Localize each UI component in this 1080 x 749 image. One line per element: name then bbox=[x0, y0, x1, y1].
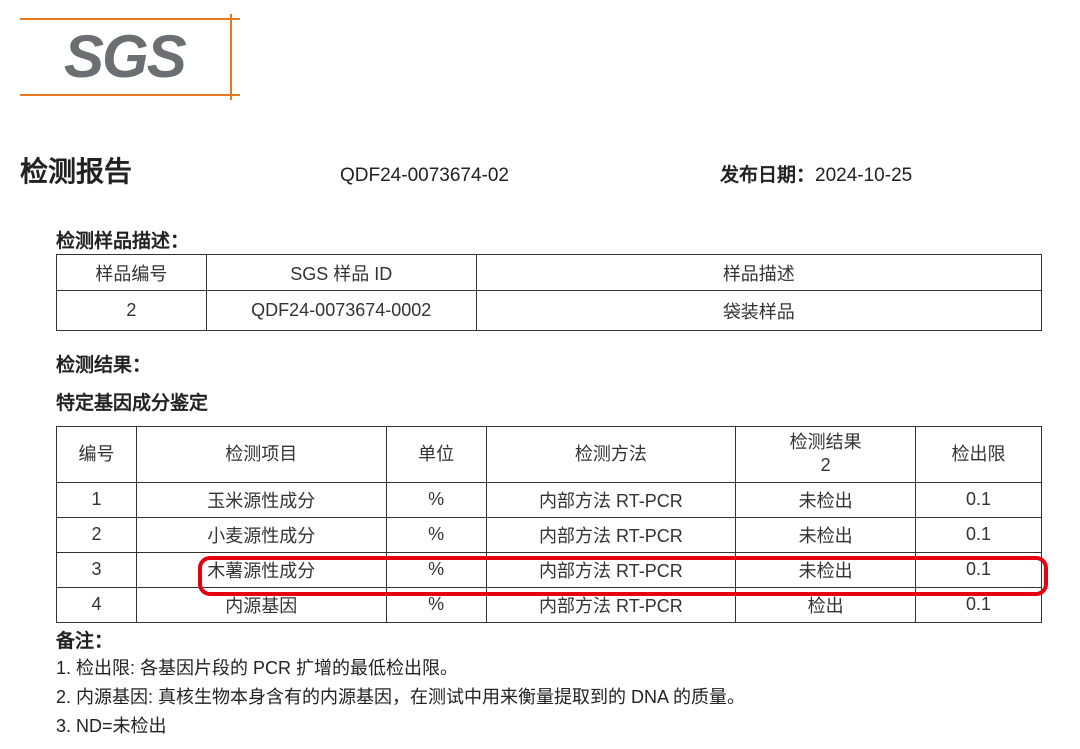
report-title: 检测报告 bbox=[20, 150, 340, 190]
cell: 未检出 bbox=[736, 552, 916, 587]
results-table: 编号 检测项目 单位 检测方法 检测结果 2 检出限 1 玉米源性成分 % 内部… bbox=[56, 426, 1042, 623]
cell: 玉米源性成分 bbox=[136, 482, 386, 517]
logo-accent-line bbox=[20, 94, 240, 96]
cell: 内部方法 RT-PCR bbox=[486, 587, 736, 622]
report-number: QDF24-0073674-02 bbox=[340, 165, 720, 187]
col-header: 编号 bbox=[57, 427, 137, 483]
cell: % bbox=[386, 482, 486, 517]
results-label: 检测结果： bbox=[56, 350, 151, 377]
col-header: 检出限 bbox=[916, 427, 1042, 483]
cell: 袋装样品 bbox=[476, 291, 1041, 331]
sample-table: 样品编号 SGS 样品 ID 样品描述 2 QDF24-0073674-0002… bbox=[56, 254, 1042, 331]
sample-description-label: 检测样品描述： bbox=[56, 226, 189, 253]
report-header: 检测报告 QDF24-0073674-02 发布日期：2024-10-25 bbox=[20, 150, 1060, 190]
issue-date-value: 2024-10-25 bbox=[815, 165, 912, 186]
col-header: 单位 bbox=[386, 427, 486, 483]
cell: 3 bbox=[57, 552, 137, 587]
cell: 内部方法 RT-PCR bbox=[486, 552, 736, 587]
table-header-row: 样品编号 SGS 样品 ID 样品描述 bbox=[57, 255, 1042, 291]
cell: 内源基因 bbox=[136, 587, 386, 622]
cell: 未检出 bbox=[736, 517, 916, 552]
col-header: 样品描述 bbox=[476, 255, 1041, 291]
cell: % bbox=[386, 517, 486, 552]
col-header: 样品编号 bbox=[57, 255, 207, 291]
cell: 0.1 bbox=[916, 587, 1042, 622]
issue-date-label: 发布日期： bbox=[720, 165, 815, 186]
notes-label: 备注： bbox=[56, 626, 113, 653]
note-item: 3. ND=未检出 bbox=[56, 712, 745, 741]
results-subtype-label: 特定基因成分鉴定 bbox=[56, 388, 208, 415]
table-row: 1 玉米源性成分 % 内部方法 RT-PCR 未检出 0.1 bbox=[57, 482, 1042, 517]
table-row: 3 木薯源性成分 % 内部方法 RT-PCR 未检出 0.1 bbox=[57, 552, 1042, 587]
cell: 4 bbox=[57, 587, 137, 622]
cell: 0.1 bbox=[916, 482, 1042, 517]
logo-accent-line bbox=[230, 14, 232, 100]
cell: 检出 bbox=[736, 587, 916, 622]
logo-text: SGS bbox=[64, 22, 185, 91]
cell: QDF24-0073674-0002 bbox=[206, 291, 476, 331]
cell: 内部方法 RT-PCR bbox=[486, 482, 736, 517]
col-header: SGS 样品 ID bbox=[206, 255, 476, 291]
col-header: 检测方法 bbox=[486, 427, 736, 483]
notes-list: 1. 检出限: 各基因片段的 PCR 扩增的最低检出限。 2. 内源基因: 真核… bbox=[56, 654, 745, 740]
cell: 未检出 bbox=[736, 482, 916, 517]
note-item: 1. 检出限: 各基因片段的 PCR 扩增的最低检出限。 bbox=[56, 654, 745, 683]
cell: 1 bbox=[57, 482, 137, 517]
cell: % bbox=[386, 552, 486, 587]
cell: 0.1 bbox=[916, 517, 1042, 552]
cell: 2 bbox=[57, 291, 207, 331]
cell: 内部方法 RT-PCR bbox=[486, 517, 736, 552]
note-item: 2. 内源基因: 真核生物本身含有的内源基因，在测试中用来衡量提取到的 DNA … bbox=[56, 683, 745, 712]
table-header-row: 编号 检测项目 单位 检测方法 检测结果 2 检出限 bbox=[57, 427, 1042, 483]
cell: % bbox=[386, 587, 486, 622]
table-row: 4 内源基因 % 内部方法 RT-PCR 检出 0.1 bbox=[57, 587, 1042, 622]
cell: 0.1 bbox=[916, 552, 1042, 587]
cell: 2 bbox=[57, 517, 137, 552]
table-row: 2 QDF24-0073674-0002 袋装样品 bbox=[57, 291, 1042, 331]
col-header: 检测结果 2 bbox=[736, 427, 916, 483]
logo: SGS bbox=[20, 18, 240, 96]
cell: 木薯源性成分 bbox=[136, 552, 386, 587]
table-row: 2 小麦源性成分 % 内部方法 RT-PCR 未检出 0.1 bbox=[57, 517, 1042, 552]
cell: 小麦源性成分 bbox=[136, 517, 386, 552]
col-header: 检测项目 bbox=[136, 427, 386, 483]
logo-accent-line bbox=[20, 18, 240, 20]
